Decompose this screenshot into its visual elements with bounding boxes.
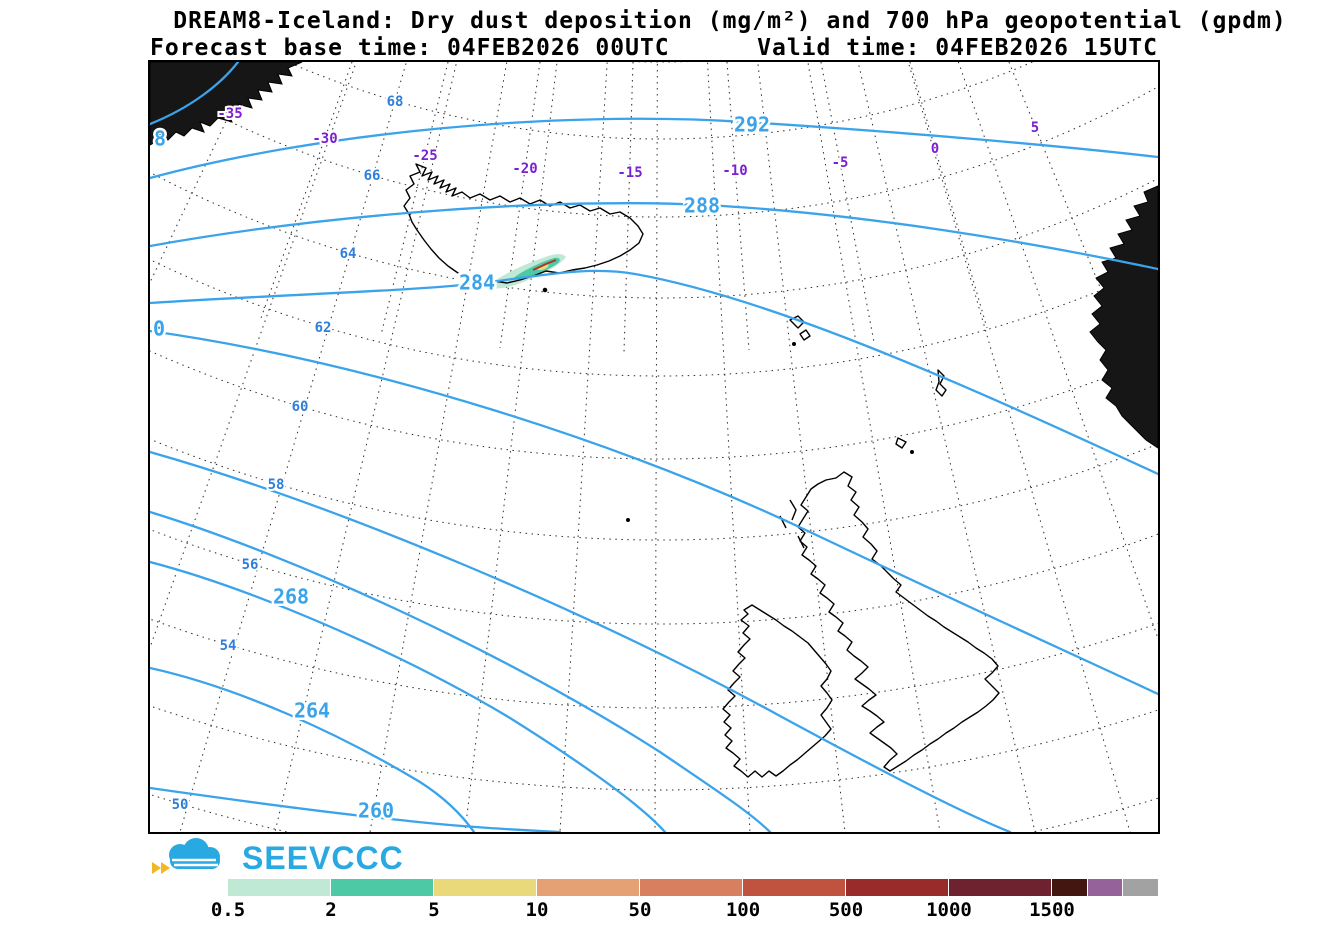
colorbar-label: 500: [828, 899, 864, 921]
graticule-meridians: [150, 62, 1158, 832]
chevron-right-icon: [152, 862, 170, 874]
contour-284: [150, 269, 1158, 476]
colorbar-segment: [949, 879, 1052, 896]
latitude-label: 62: [315, 320, 332, 336]
seevccc-logo: SEEVCCC: [150, 838, 404, 878]
latitude-label: 68: [387, 94, 404, 110]
contour-272: [150, 510, 772, 832]
latitude-label: 64: [340, 246, 357, 262]
isotherm-label: -10: [722, 163, 747, 179]
coastline-great-britain: [797, 471, 1000, 772]
latitude-label: 50: [172, 797, 189, 813]
colorbar-segment: [1123, 879, 1158, 896]
contour-260: [150, 786, 562, 832]
geopotential-label: 288: [684, 194, 720, 218]
colorbar-label: 10: [525, 899, 549, 921]
isotherm-label: -35: [217, 106, 242, 122]
geopotential-label: 284: [459, 271, 495, 295]
small-islands: [542, 287, 947, 549]
geopotential-label: 260: [358, 799, 394, 823]
contour-288: [150, 202, 1158, 271]
logo-text: SEEVCCC: [242, 840, 404, 876]
colorbar-segment: [228, 879, 331, 896]
isotherm-label: -20: [512, 161, 537, 177]
colorbar-label: 50: [628, 899, 652, 921]
contour-280: [150, 329, 1158, 696]
geopotential-label: 268: [273, 585, 309, 609]
coastline-norway: [1089, 185, 1158, 449]
latitude-label: 66: [364, 168, 381, 184]
colorbar-segment: [331, 879, 434, 896]
isotherm-lines: [150, 62, 1109, 353]
weather-map: 292 288 284 268 264 260 8 0 68 66 64 62 …: [148, 60, 1160, 834]
colorbar-label: 0.5: [210, 899, 246, 921]
latitude-label: 60: [292, 399, 309, 415]
geopotential-label-clipped: 8: [154, 127, 166, 151]
latitude-label: 58: [268, 477, 285, 493]
valid-time: Valid time: 04FEB2026 15UTC: [757, 35, 1158, 61]
isotherm-label: -5: [832, 155, 849, 171]
geopotential-label-clipped: 0: [153, 317, 165, 341]
colorbar-label: 100: [725, 899, 761, 921]
colorbar-segment: [640, 879, 743, 896]
isotherm-label: -25: [412, 148, 437, 164]
contour-268-corner: [150, 62, 240, 126]
colorbar-label: 1000: [926, 899, 972, 921]
colorbar-segment: [846, 879, 949, 896]
isotherm-label: 5: [1031, 120, 1039, 136]
colorbar-segment: [537, 879, 640, 896]
coastlines: [150, 62, 1158, 778]
isotherm-label: -15: [617, 165, 642, 181]
colorbar-segment: [1088, 879, 1123, 896]
isotherm-label: -30: [312, 131, 337, 147]
colorbar-segment: [434, 879, 537, 896]
colorbar-label: 5: [428, 899, 440, 921]
graticule-parallels: [150, 62, 1158, 832]
map-title: DREAM8-Iceland: Dry dust deposition (mg/…: [173, 8, 1287, 34]
cloud-icon: [152, 838, 220, 874]
geopotential-label: 292: [734, 113, 770, 137]
isotherm-label: 0: [931, 141, 939, 157]
geopotential-label: 264: [294, 699, 330, 723]
latitude-label: 56: [242, 557, 259, 573]
contour-292: [150, 117, 1158, 180]
coastline-ireland: [722, 604, 833, 778]
geopotential-contours: [150, 62, 1158, 832]
colorbar-label: 1500: [1029, 899, 1075, 921]
dust-deposition-plume: [486, 254, 566, 289]
latitude-label: 54: [220, 638, 237, 654]
contour-268: [150, 560, 667, 832]
colorbar-label: 2: [325, 899, 337, 921]
subtitle-row: Forecast base time: 04FEB2026 00UTC Vali…: [150, 35, 1158, 61]
colorbar-bar: [228, 879, 1158, 896]
contour-276: [150, 450, 1012, 832]
contour-264: [150, 666, 476, 832]
colorbar-segment: [1052, 879, 1088, 896]
coastline-greenland: [150, 62, 303, 146]
forecast-base-time: Forecast base time: 04FEB2026 00UTC: [150, 35, 670, 61]
colorbar-segment: [743, 879, 846, 896]
